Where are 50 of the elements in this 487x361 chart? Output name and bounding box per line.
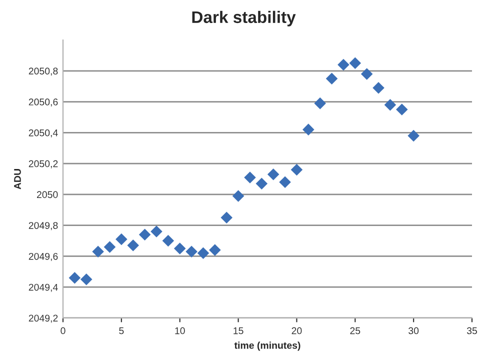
point xyxy=(232,190,244,202)
point xyxy=(197,247,210,260)
point xyxy=(220,212,232,224)
point xyxy=(349,57,362,70)
point xyxy=(104,241,116,253)
x-tick-label: 35 xyxy=(466,327,477,334)
chart-title: Dark stability xyxy=(192,10,296,26)
point xyxy=(68,272,81,284)
x-tick-label: 30 xyxy=(408,327,419,334)
y-tick-label: 2049,4 xyxy=(28,284,58,292)
point xyxy=(360,68,373,80)
y-tick-label: 2050,6 xyxy=(28,98,58,107)
point xyxy=(244,172,256,184)
y-tick-label: 2050,2 xyxy=(28,160,58,168)
point xyxy=(209,244,221,256)
x-axis-title: time (minutes) xyxy=(234,342,300,351)
y-tick-label: 2050,4 xyxy=(28,129,58,138)
point xyxy=(162,234,174,247)
point xyxy=(290,164,303,176)
point xyxy=(338,58,350,71)
x-tick-label: 0 xyxy=(60,327,66,334)
point xyxy=(302,124,314,136)
y-tick-label: 2049,6 xyxy=(28,252,58,261)
point xyxy=(314,97,326,110)
x-tick-label: 5 xyxy=(119,327,124,334)
point xyxy=(186,246,198,258)
y-tick-label: 2050,8 xyxy=(28,68,58,76)
point xyxy=(384,98,396,111)
point xyxy=(127,240,140,252)
point xyxy=(80,273,92,286)
x-tick-label: 10 xyxy=(175,327,185,334)
x-tick-label: 15 xyxy=(234,327,244,334)
point xyxy=(326,72,338,85)
point xyxy=(92,246,104,258)
y-tick-label: 2049,8 xyxy=(28,222,58,230)
y-axis-title: ADU xyxy=(14,169,21,190)
point xyxy=(150,226,162,238)
x-tick-label: 25 xyxy=(350,327,360,334)
point xyxy=(396,104,408,116)
point xyxy=(267,168,280,180)
point xyxy=(138,228,151,240)
point xyxy=(372,82,384,94)
point xyxy=(279,176,291,188)
point xyxy=(174,242,186,254)
point xyxy=(256,178,268,190)
y-tick-label: 2050 xyxy=(37,191,58,198)
y-tick-label: 2049,2 xyxy=(28,314,58,323)
x-tick-label: 20 xyxy=(292,327,302,334)
point xyxy=(408,130,420,142)
point xyxy=(116,233,128,246)
